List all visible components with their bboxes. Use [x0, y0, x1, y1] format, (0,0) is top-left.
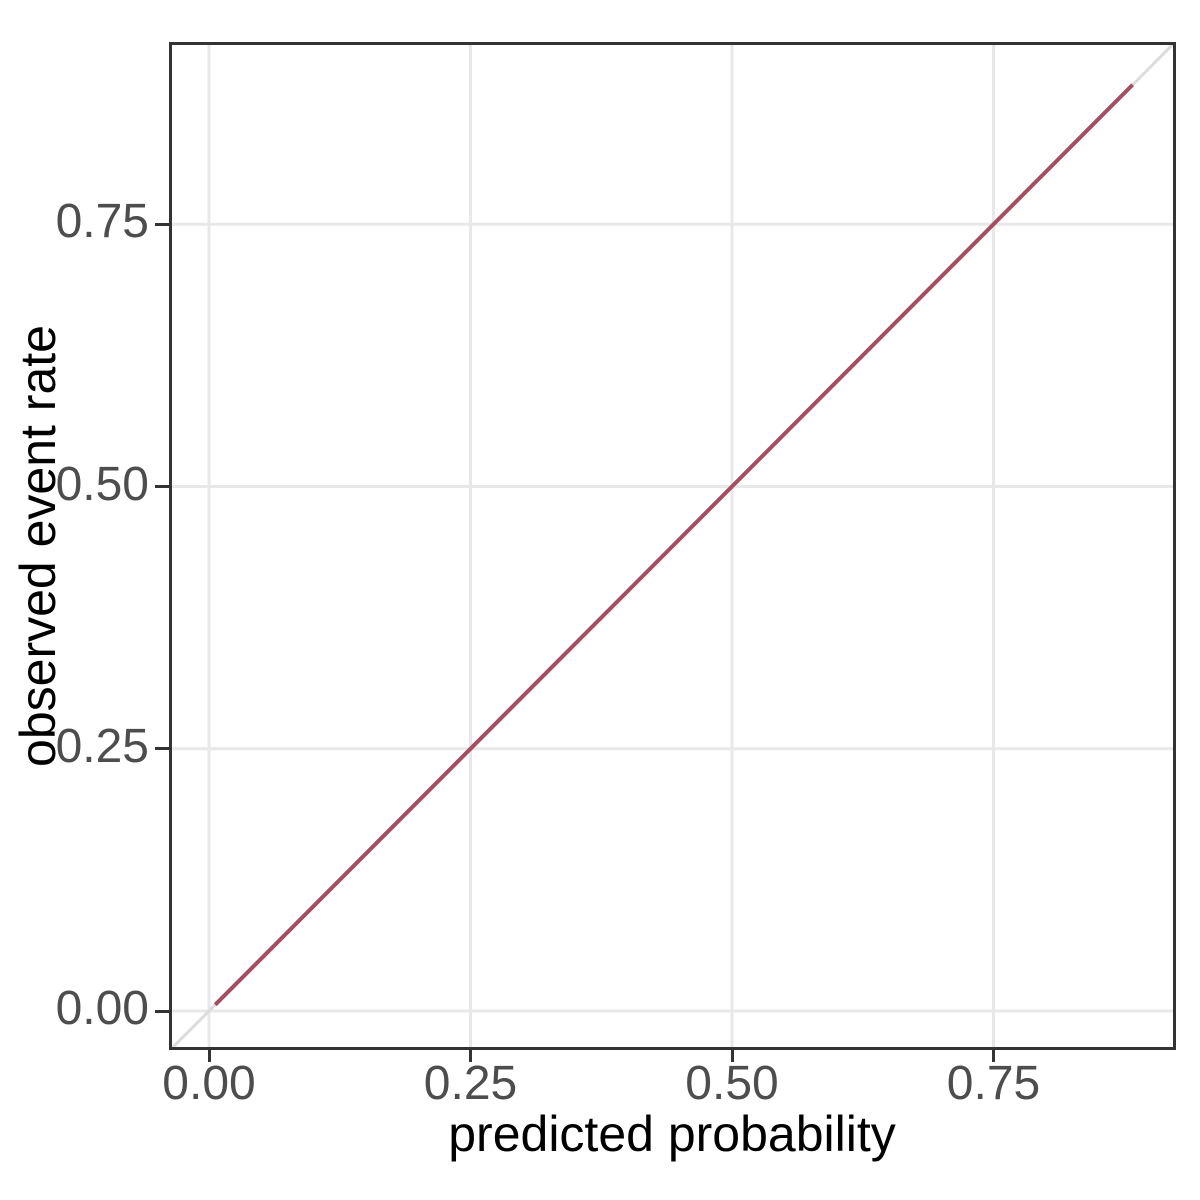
- plot-panel: [169, 42, 1176, 1050]
- y-tick-mark: [155, 485, 169, 488]
- x-tick-mark: [992, 1050, 995, 1062]
- x-tick-label: 0.25: [423, 1057, 518, 1110]
- panel-border: [169, 42, 1176, 1050]
- x-tick-label: 0.75: [946, 1057, 1041, 1110]
- y-axis-title: observed event rate: [10, 325, 66, 767]
- x-axis-title: predicted probability: [448, 1106, 896, 1162]
- x-tick-label: 0.00: [162, 1057, 256, 1110]
- y-tick-label: 0.75: [55, 195, 149, 249]
- y-tick-mark: [155, 1009, 169, 1013]
- y-tick-mark: [155, 747, 169, 751]
- x-tick-mark: [469, 1050, 472, 1062]
- x-tick-mark: [207, 1050, 211, 1062]
- y-tick-label: 0.50: [55, 457, 149, 511]
- y-tick-mark: [155, 222, 169, 226]
- x-tick-mark: [730, 1050, 734, 1062]
- y-tick-label: 0.25: [55, 719, 149, 773]
- plot-canvas: [169, 42, 1176, 1050]
- y-tick-label: 0.00: [55, 982, 149, 1035]
- calibration-line: [213, 83, 1135, 1007]
- x-tick-label: 0.50: [685, 1057, 779, 1110]
